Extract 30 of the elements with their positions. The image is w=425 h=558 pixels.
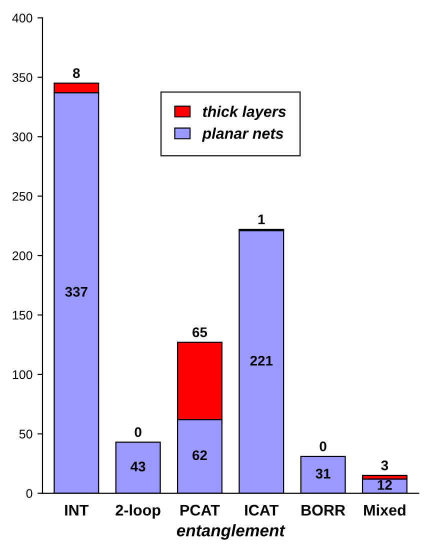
data-label: 1 <box>258 214 265 224</box>
data-label: 8 <box>72 68 80 78</box>
y-tick-label: 0 <box>26 489 32 498</box>
y-tick-label: 250 <box>12 192 32 201</box>
data-label: 65 <box>192 327 208 338</box>
y-tick-label: 50 <box>19 430 32 438</box>
legend-label: planar nets <box>202 128 284 142</box>
y-tick-label: 200 <box>12 251 32 260</box>
data-label: 31 <box>316 468 330 479</box>
data-label: 62 <box>192 450 207 460</box>
y-tick-label: 350 <box>12 73 32 82</box>
x-tick-label: BORR <box>302 504 346 516</box>
y-tick-label: 150 <box>12 310 32 320</box>
data-label: 3 <box>381 460 388 470</box>
data-label: 0 <box>134 427 142 438</box>
legend-label: thick layers <box>202 106 286 120</box>
y-tick-label: 400 <box>12 14 32 23</box>
x-tick-label: 2-loop <box>116 504 160 519</box>
x-tick-label: Mixed <box>364 504 406 516</box>
data-label: 221 <box>250 356 273 366</box>
x-tick-label: PCAT <box>180 504 220 516</box>
x-axis-title: entanglement <box>176 524 286 540</box>
data-label: 43 <box>130 462 146 472</box>
x-tick-label: INT <box>65 504 89 516</box>
x-tick-label: ICAT <box>245 504 278 516</box>
y-tick-label: 300 <box>12 132 32 142</box>
y-tick-label: 100 <box>12 370 32 380</box>
data-label: 337 <box>65 286 88 297</box>
data-label: 0 <box>320 441 326 452</box>
data-label: 12 <box>378 480 392 490</box>
